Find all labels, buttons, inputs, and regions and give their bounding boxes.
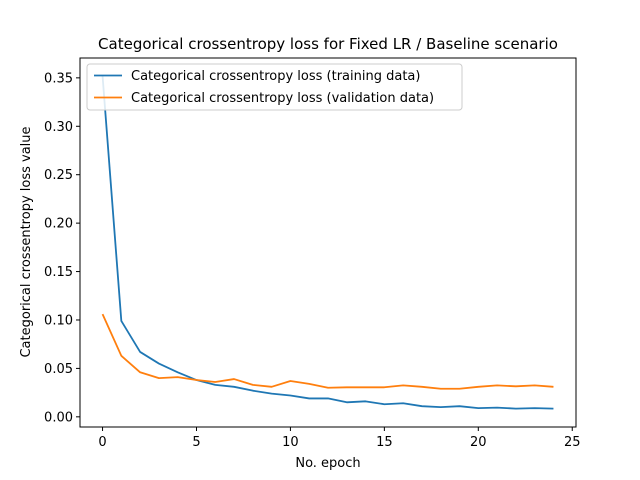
series-layer	[101, 75, 554, 410]
series-line-training	[101, 75, 554, 410]
y-axis: 0.00 0.05 0.10 0.15 0.20 0.25 0.30 0.35	[44, 71, 80, 425]
y-tick-label: 0.30	[44, 120, 73, 135]
x-axis-label: No. epoch	[295, 456, 360, 471]
legend-label-validation: Categorical crossentropy loss (validatio…	[131, 91, 434, 106]
y-tick-label: 0.10	[44, 313, 73, 328]
legend-box	[86, 63, 463, 111]
x-tick-label: 0	[98, 435, 106, 450]
y-tick-label: 0.00	[44, 410, 73, 425]
y-tick-label: 0.15	[44, 265, 73, 280]
legend-label-training: Categorical crossentropy loss (training …	[131, 69, 420, 84]
x-axis: 0 5 10 15 20 25	[98, 427, 581, 450]
plot-frame	[79, 57, 577, 428]
x-tick-label: 10	[282, 435, 299, 450]
x-tick-label: 5	[192, 435, 200, 450]
legend: Categorical crossentropy loss (training …	[86, 63, 463, 111]
x-tick-label: 20	[470, 435, 487, 450]
y-tick-label: 0.20	[44, 217, 73, 232]
chart-title: Categorical crossentropy loss for Fixed …	[98, 35, 558, 53]
x-tick-label: 25	[564, 435, 581, 450]
series-line-validation	[101, 313, 554, 390]
y-axis-label: Categorical crossentropy loss value	[19, 126, 34, 357]
y-tick-label: 0.05	[44, 362, 73, 377]
y-tick-label: 0.35	[44, 71, 73, 86]
plot-area	[101, 75, 554, 410]
x-tick-label: 15	[376, 435, 393, 450]
y-tick-label: 0.25	[44, 168, 73, 183]
